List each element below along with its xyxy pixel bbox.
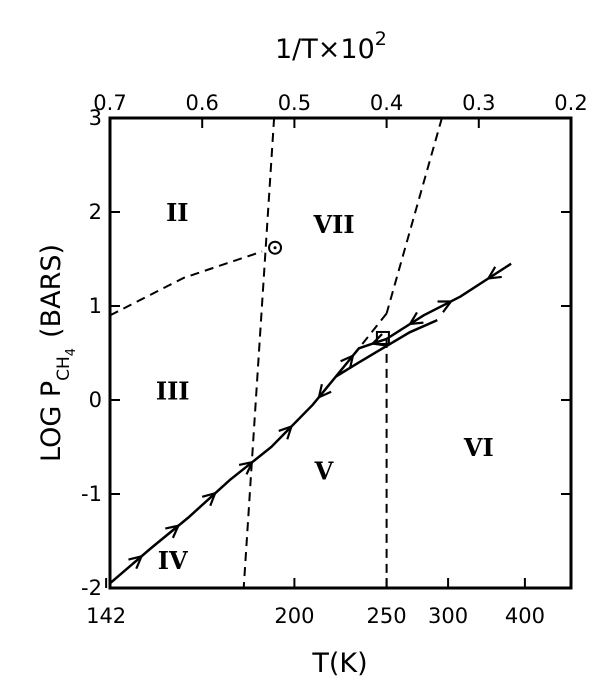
x2-tick-label: 0.3 — [462, 91, 495, 115]
region-label: V — [314, 457, 334, 486]
arrowhead — [340, 353, 355, 370]
arrowhead — [437, 300, 454, 313]
x-tick-label: 250 — [367, 604, 407, 628]
y-axis-title-main: LOG P — [36, 381, 67, 462]
y-tick-label: 0 — [89, 388, 102, 412]
y-axis-title: LOG PCH4 (BARS) — [36, 244, 79, 462]
left-axis-ticks: -2 -1 0 1 2 3 — [81, 106, 120, 600]
arrowhead — [238, 460, 255, 475]
plot-frame — [108, 116, 573, 590]
top-axis-title: 1/T×102 — [275, 28, 387, 65]
measured-line — [109, 262, 512, 585]
arrowhead — [408, 311, 424, 326]
branch-line — [335, 318, 438, 378]
boundary-line — [385, 117, 443, 314]
x-tick-label: 400 — [505, 604, 545, 628]
region-label: VII — [313, 210, 355, 239]
arrowhead — [128, 554, 144, 570]
open-square-point — [375, 330, 390, 345]
marked-points — [268, 240, 390, 345]
y-tick-label: 1 — [89, 294, 102, 318]
top-axis-title-base: 1/T×10 — [275, 34, 375, 65]
bottom-axis-ticks: 142 200 250 300 400 — [86, 578, 545, 628]
open-circle-center — [273, 246, 277, 250]
arrowhead — [278, 424, 294, 440]
boundary-line — [358, 312, 388, 349]
region-label: IV — [158, 546, 188, 575]
y-tick-label: -2 — [81, 576, 102, 600]
x-axis-title: T(K) — [311, 648, 367, 679]
arrowhead — [201, 491, 217, 507]
measured-paths — [109, 262, 512, 585]
y-tick-label: 3 — [89, 106, 102, 130]
y-axis-title-unit: (BARS) — [36, 244, 67, 338]
region-label: II — [166, 198, 188, 227]
x2-tick-label: 0.6 — [185, 91, 218, 115]
right-axis-ticks — [561, 117, 571, 589]
x-tick-label: 200 — [274, 604, 314, 628]
top-axis-title-exponent: 2 — [375, 28, 387, 50]
top-axis-ticks: 0.7 0.6 0.5 0.4 0.3 0.2 — [93, 91, 588, 128]
x2-tick-label: 0.5 — [278, 91, 311, 115]
y-axis-title-sub2: 4 — [64, 348, 79, 356]
y-tick-label: 2 — [89, 200, 102, 224]
x2-tick-label: 0.7 — [93, 91, 126, 115]
x2-tick-label: 0.2 — [554, 91, 587, 115]
region-label: III — [156, 377, 190, 406]
x2-tick-label: 0.4 — [370, 91, 403, 115]
arrowhead — [486, 266, 502, 280]
boundary-line — [242, 117, 276, 589]
y-axis-title-sub: CH — [54, 356, 74, 381]
arrowhead — [317, 383, 332, 400]
boundary-line — [109, 250, 263, 317]
direction-arrows — [128, 266, 502, 570]
region-label: VI — [463, 433, 494, 462]
phase-boundaries — [109, 117, 443, 589]
x-tick-label: 142 — [86, 604, 126, 628]
x-tick-label: 300 — [428, 604, 468, 628]
arrowhead — [165, 524, 181, 539]
y-tick-label: -1 — [81, 482, 102, 506]
